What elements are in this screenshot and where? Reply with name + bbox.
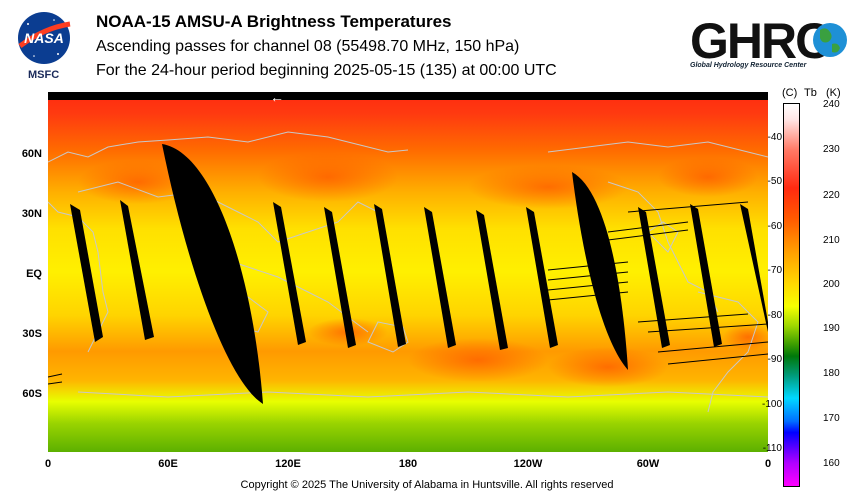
lon-label: 120E (275, 458, 301, 470)
scanline-gaps (48, 201, 768, 385)
gap-stripe (690, 204, 722, 347)
gap-stripe (70, 204, 103, 342)
channel-subtitle: Ascending passes for channel 08 (55498.7… (96, 38, 520, 55)
orbit-direction-arrow: ← (270, 89, 284, 105)
lat-label: 30S (22, 328, 42, 340)
colorbar-header-tb: Tb (804, 87, 817, 99)
gap-stripe (120, 200, 154, 340)
nasa-logo: NASA (18, 12, 71, 64)
celsius-label: -90 (767, 354, 782, 365)
ghrc-subtitle: Global Hydrology Resource Center (690, 62, 807, 69)
ghrc-logo-text: GHRC (690, 13, 830, 69)
gap-stripe (638, 207, 670, 348)
swath-gaps (70, 144, 768, 404)
celsius-label: -40 (767, 132, 782, 143)
gap-stripe (476, 210, 508, 350)
gap-stripe (162, 144, 263, 404)
lon-label: 60E (158, 458, 178, 470)
lon-label: 0 (764, 458, 772, 470)
lon-label: 180 (398, 458, 418, 470)
colorbar (783, 103, 800, 487)
gap-stripe (526, 207, 558, 348)
celsius-label: -70 (767, 265, 782, 276)
lat-label: 60S (22, 388, 42, 400)
gap-stripe (324, 207, 356, 348)
celsius-label: -100 (761, 399, 782, 410)
msfc-label: MSFC (28, 69, 60, 81)
celsius-label: -110 (762, 443, 782, 454)
gap-stripe (740, 204, 768, 332)
lon-label: 120W (513, 458, 543, 470)
ghrc-logo: GHRC (690, 13, 847, 69)
period-subtitle: For the 24-hour period beginning 2025-05… (96, 62, 557, 79)
kelvin-label: 210 (823, 235, 840, 246)
gap-stripe (572, 172, 628, 370)
kelvin-label: 180 (823, 368, 840, 379)
colorbar-header-c: (C) (782, 87, 798, 99)
celsius-label: -50 (767, 176, 782, 187)
celsius-label: -60 (767, 221, 782, 232)
polar-gap-band (48, 92, 768, 100)
copyright-notice: Copyright © 2025 The University of Alaba… (240, 479, 614, 491)
gap-stripe (273, 202, 306, 345)
lon-label: 0 (44, 458, 52, 470)
lat-label: 30N (21, 208, 42, 220)
kelvin-label: 240 (823, 99, 840, 110)
gap-stripe (424, 207, 456, 348)
kelvin-label: 230 (823, 144, 840, 155)
lat-label: 60N (21, 148, 42, 160)
kelvin-label: 170 (823, 413, 840, 424)
map-canvas (48, 92, 768, 452)
lon-label: 60W (636, 458, 660, 470)
nasa-logo-text: NASA (24, 30, 64, 46)
kelvin-label: 160 (823, 458, 840, 469)
colorbar-header-k: (K) (826, 87, 841, 99)
brightness-temperature-map (48, 92, 768, 452)
gap-stripe (374, 204, 406, 347)
lat-label: EQ (26, 268, 42, 280)
chart-title: NOAA-15 AMSU-A Brightness Temperatures (96, 12, 452, 31)
celsius-label: -80 (767, 310, 782, 321)
kelvin-label: 190 (823, 323, 840, 334)
kelvin-label: 220 (823, 190, 840, 201)
kelvin-label: 200 (823, 279, 840, 290)
